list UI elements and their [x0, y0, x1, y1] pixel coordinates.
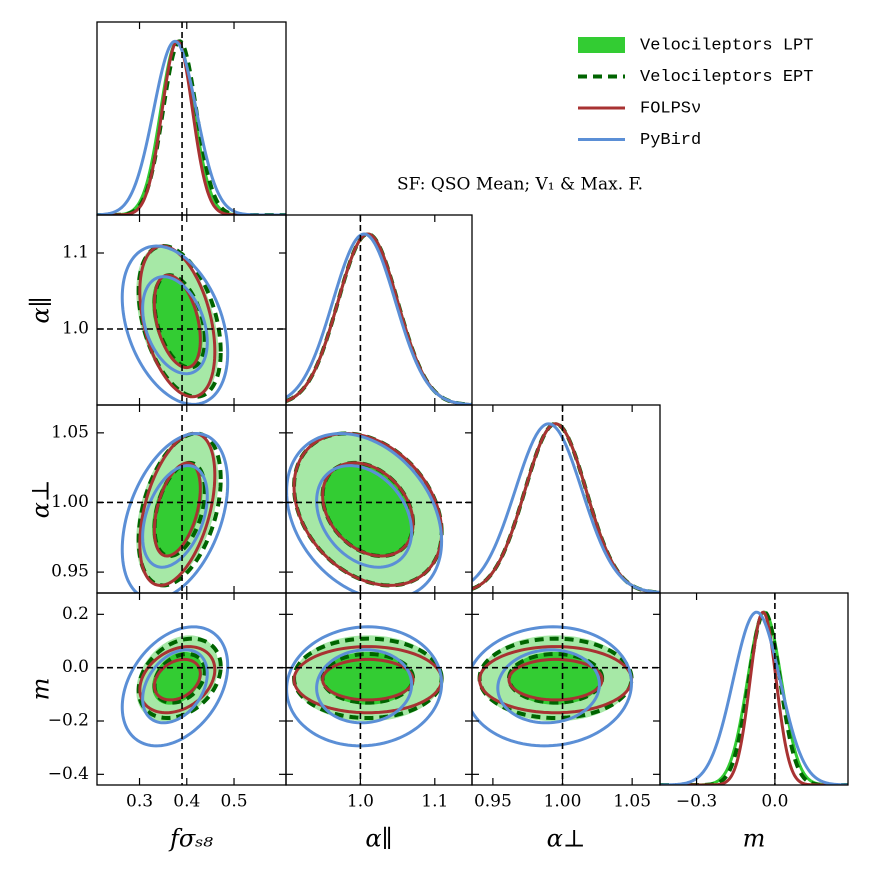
- panel: [97, 22, 286, 215]
- y-axis-label: m: [27, 678, 55, 701]
- contour-68: [152, 657, 202, 702]
- y-tick-label: 0.2: [62, 604, 89, 624]
- panel-frame: [96, 21, 287, 216]
- panel: [472, 593, 660, 785]
- marginal-curve: [472, 422, 660, 593]
- panel: [97, 405, 286, 593]
- y-tick-label: 1.05: [51, 422, 89, 442]
- legend-label: FOLPSν: [640, 99, 701, 118]
- x-axis-label: α⊥: [547, 825, 586, 853]
- contour-68: [496, 648, 601, 725]
- panel-frame: [659, 592, 849, 786]
- marginal-curve: [286, 232, 472, 405]
- marginal-curve: [286, 231, 472, 405]
- contour-68: [508, 651, 603, 705]
- x-tick-label: 0.3: [126, 792, 153, 812]
- x-tick-label: 1.1: [421, 792, 448, 812]
- panel: [97, 215, 286, 405]
- contour-95: [292, 431, 444, 587]
- panel: [286, 215, 472, 405]
- y-tick-label: 0.95: [51, 562, 89, 582]
- contour-68: [315, 648, 414, 725]
- x-axis-label: fσₛ₈: [168, 825, 213, 853]
- y-axis-label: α∥: [27, 296, 55, 323]
- panel: [660, 593, 848, 785]
- y-tick-label: −0.2: [48, 711, 89, 731]
- contour-68: [321, 461, 415, 558]
- contour-95: [120, 432, 230, 593]
- marginal-curve: [660, 610, 848, 785]
- y-tick-label: 1.0: [62, 319, 89, 339]
- contour-95: [478, 645, 634, 715]
- legend-label: Velocileptors LPT: [640, 36, 813, 55]
- x-tick-label: 0.95: [474, 792, 512, 812]
- panel: [286, 593, 472, 785]
- marginal-curve: [97, 39, 286, 215]
- contour-68: [141, 464, 209, 569]
- contour-95: [292, 645, 444, 715]
- x-tick-label: 0.4: [173, 792, 200, 812]
- y-axis-label: α⊥: [27, 480, 55, 519]
- x-tick-label: 1.05: [613, 792, 651, 812]
- marginal-curve: [660, 610, 848, 785]
- marginal-curve: [97, 39, 286, 215]
- legend-label: PyBird: [640, 131, 701, 150]
- x-axis-label: α∥: [365, 825, 392, 853]
- contour-68: [141, 275, 209, 376]
- x-tick-label: −0.3: [676, 792, 717, 812]
- legend-swatch: [578, 37, 625, 53]
- y-tick-label: 1.1: [62, 243, 89, 263]
- x-tick-label: 0.0: [761, 792, 788, 812]
- x-tick-label: 1.00: [544, 792, 582, 812]
- contour-95: [472, 625, 633, 748]
- contour-95: [120, 625, 230, 748]
- y-tick-label: 1.00: [51, 492, 89, 512]
- contour-95: [138, 244, 217, 399]
- marginal-curve: [286, 232, 472, 405]
- x-axis-label: m: [743, 825, 766, 853]
- contour-68: [141, 648, 209, 725]
- contour-95: [120, 244, 230, 405]
- legend-label: Velocileptors EPT: [640, 68, 813, 87]
- contour-68: [152, 461, 202, 558]
- marginal-curve: [97, 39, 286, 215]
- x-tick-label: 0.5: [221, 792, 248, 812]
- y-tick-label: 0.0: [62, 657, 89, 677]
- y-tick-label: −0.4: [48, 764, 89, 784]
- panel: [472, 405, 660, 593]
- annotation: SF: QSO Mean; V₁ & Max. F.: [397, 175, 643, 195]
- contour-68: [507, 657, 604, 702]
- contour-68: [152, 273, 202, 370]
- panel: [286, 405, 472, 593]
- marginal-curve: [286, 232, 472, 405]
- panel: [97, 593, 286, 785]
- marginal-curve: [97, 39, 286, 215]
- contour-68: [322, 651, 414, 705]
- x-tick-label: 1.0: [347, 792, 374, 812]
- contour-68: [315, 464, 414, 569]
- contour-68: [321, 657, 415, 702]
